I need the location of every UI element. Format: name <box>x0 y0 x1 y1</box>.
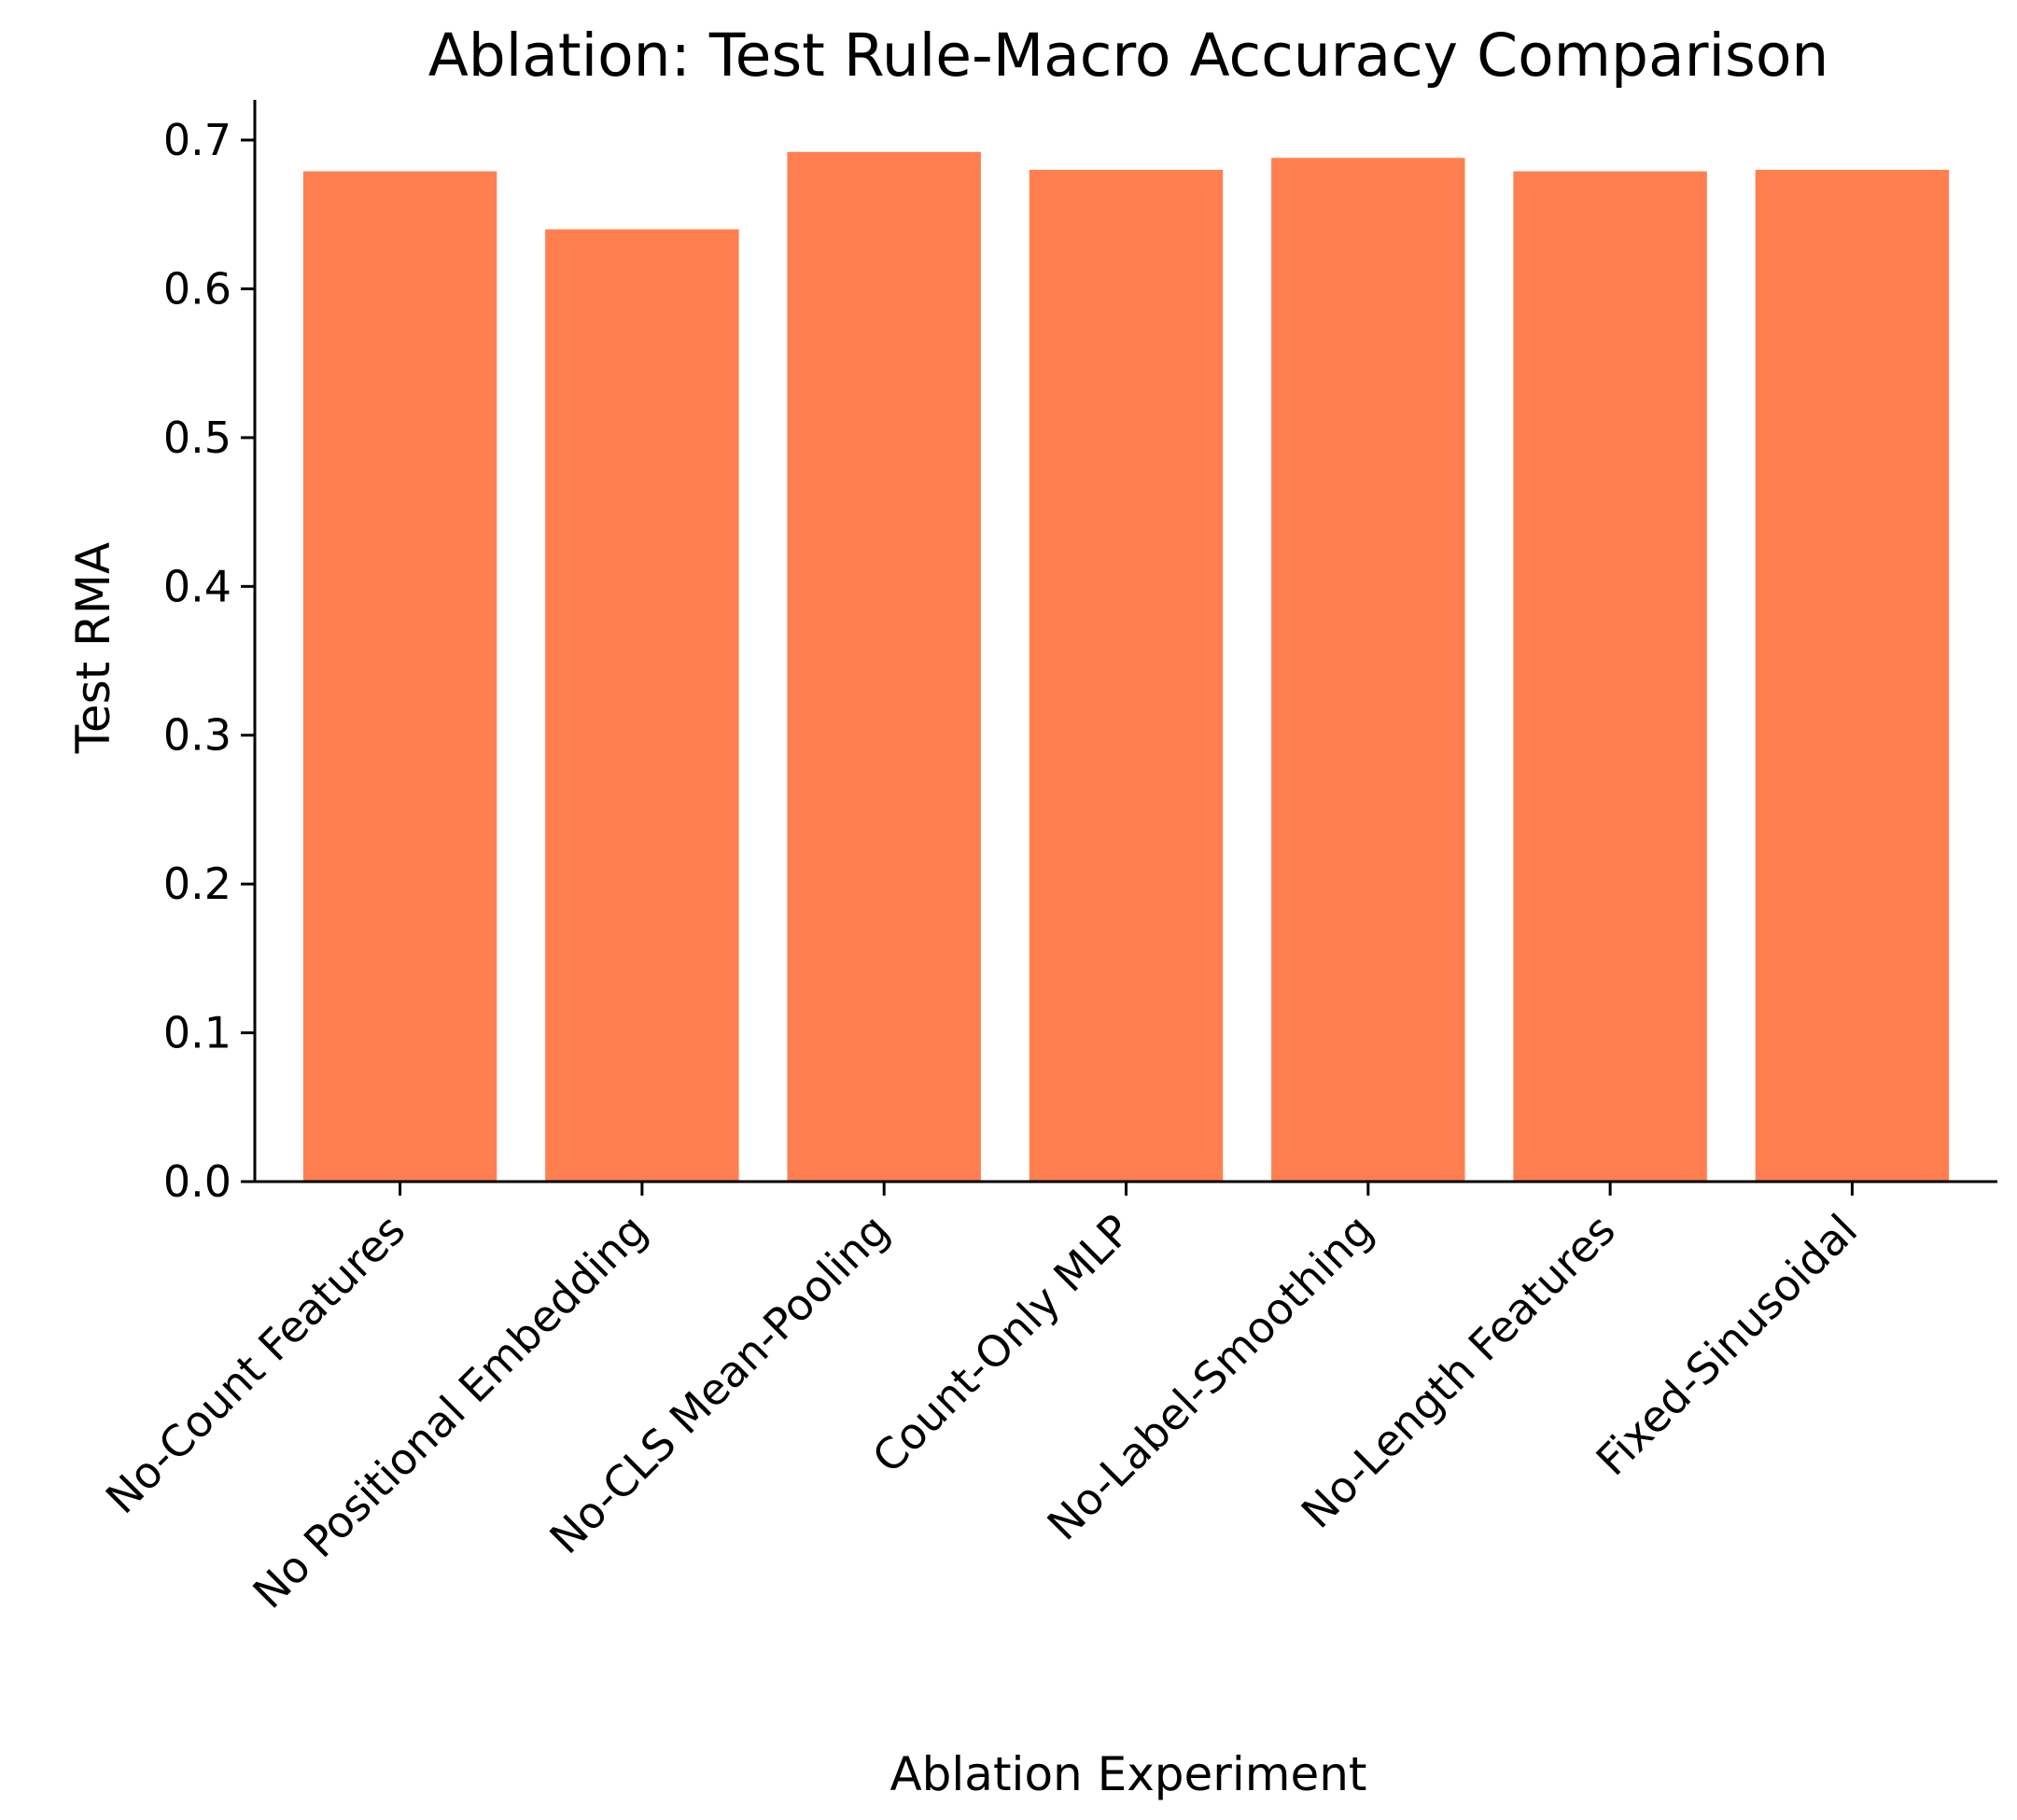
y-tick-label: 0.2 <box>163 859 231 909</box>
x-tick-label: Count-Only MLP <box>862 1205 1141 1483</box>
y-tick-label: 0.4 <box>163 561 231 611</box>
y-tick-label: 0.3 <box>163 710 231 761</box>
bars <box>302 151 1950 1183</box>
bar <box>302 171 497 1182</box>
x-tick-label: Fixed-Sinusoidal <box>1587 1205 1868 1486</box>
y-axis: 0.0 0.1 0.2 0.3 0.4 0.5 0.6 0.7 <box>163 100 257 1207</box>
bar <box>1029 169 1224 1182</box>
bar <box>1271 158 1465 1183</box>
y-axis-label: Test RMA <box>66 542 120 754</box>
bar <box>787 151 981 1182</box>
x-axis-label: Ablation Experiment <box>889 1747 1366 1801</box>
bar <box>545 229 739 1182</box>
y-tick-label: 0.1 <box>163 1008 231 1058</box>
x-tick-label: No Positional Embedding <box>243 1205 656 1618</box>
bar <box>1755 169 1950 1182</box>
y-tick-label: 0.7 <box>163 115 231 165</box>
chart-title: Ablation: Test Rule-Macro Accuracy Compa… <box>428 21 1829 90</box>
y-tick-label: 0.6 <box>163 263 231 314</box>
y-tick-label: 0.5 <box>163 413 231 463</box>
y-tick-label: 0.0 <box>163 1156 231 1207</box>
plot-area: 0.0 0.1 0.2 0.3 0.4 0.5 0.6 0.7 No-Count Featur… <box>96 100 1997 1618</box>
bar <box>1513 171 1707 1182</box>
